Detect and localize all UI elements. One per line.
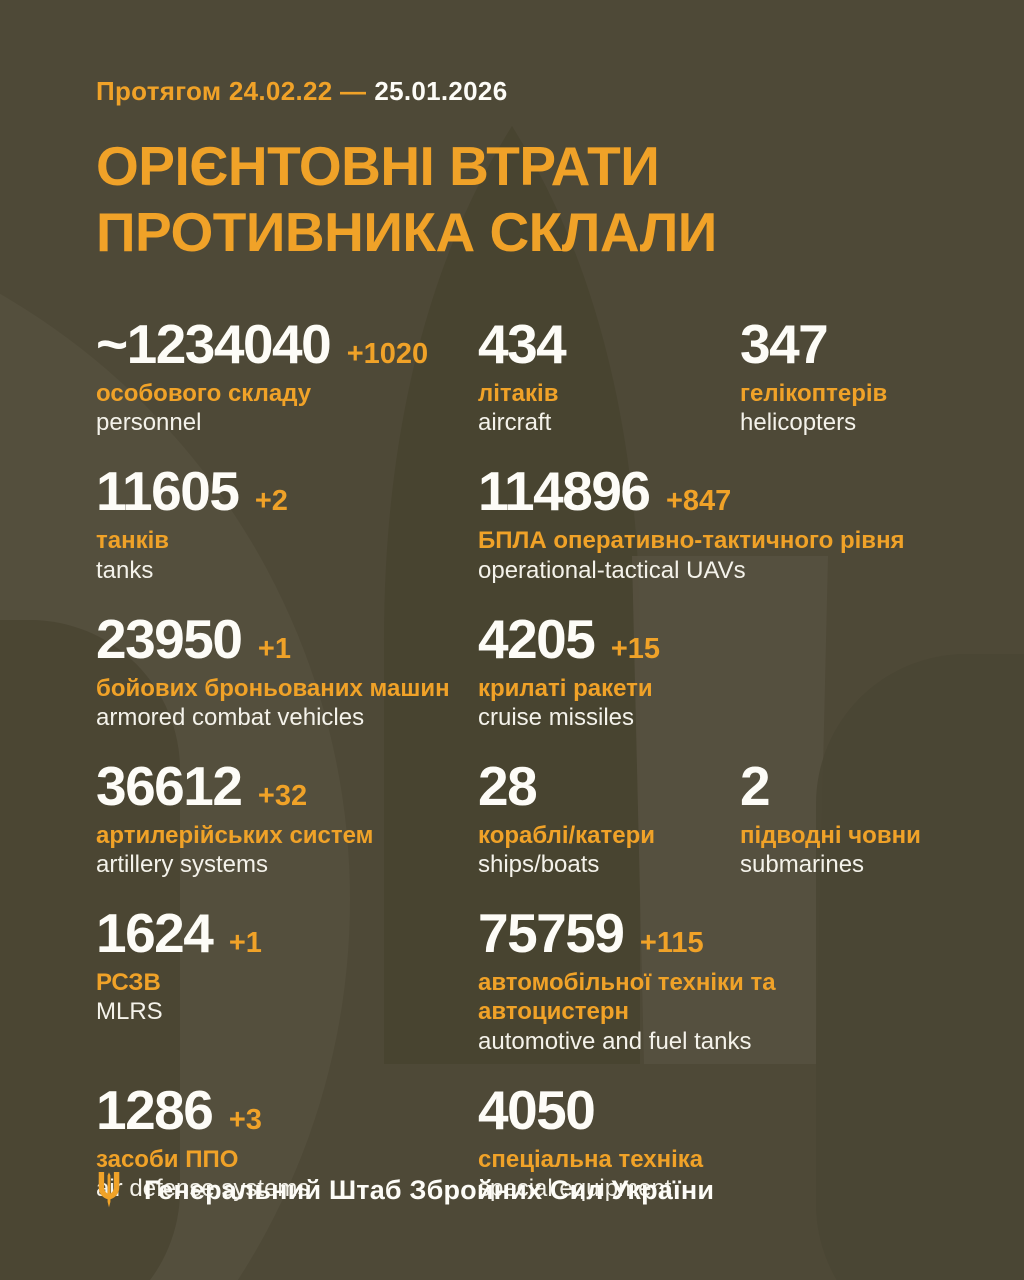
stat-label-uk: танків: [96, 527, 170, 555]
stats-grid: ~1234040 +1020 особового складу personne…: [96, 317, 928, 1204]
stat-uavs: 114896 +847 БПЛА оперативно-тактичного р…: [478, 464, 928, 585]
stat-delta: +32: [257, 779, 308, 812]
stat-value-line: 434: [478, 317, 740, 372]
infographic: Протягом 24.02.22 —25.01.2026 ОРІЄНТОВНІ…: [96, 76, 928, 1204]
stat-label-en: artillery systems: [96, 851, 269, 879]
stat-label-en: personnel: [96, 409, 202, 437]
stat-aircraft: 434 літаків aircraft: [478, 317, 740, 438]
stat-value-line: 347: [740, 317, 928, 372]
stat-label-en: helicopters: [740, 409, 857, 437]
period-line: Протягом 24.02.22 —25.01.2026: [96, 76, 928, 107]
stat-value-line: 1286 +3: [96, 1082, 478, 1138]
stat-delta: +1: [228, 927, 262, 960]
stat-label-uk: бойових броньованих машин: [96, 674, 450, 702]
stat-value-line: 23950 +1: [96, 611, 478, 667]
stat-label-uk: засоби ППО: [96, 1145, 239, 1173]
stat-value-line: 1624 +1: [96, 906, 478, 961]
stat-value: 114896: [478, 460, 651, 523]
stat-label-en: special equipment: [478, 1174, 672, 1202]
trident-icon: [96, 1172, 122, 1208]
stat-air-defense: 1286 +3 засоби ППО air defense systems: [96, 1082, 478, 1204]
stat-delta: +2: [254, 485, 288, 518]
stat-value-line: 36612 +32: [96, 758, 478, 814]
stat-label-uk: літаків: [478, 380, 559, 407]
stat-label-en: cruise missiles: [478, 703, 635, 731]
stat-value-line: ~1234040 +1020: [96, 317, 478, 372]
stat-value: 23950: [96, 607, 243, 670]
stat-value: 347: [740, 313, 829, 375]
stat-label-en: MLRS: [96, 998, 163, 1026]
stat-artillery-systems: 36612 +32 артилерійських систем artiller…: [96, 758, 478, 880]
stat-value: 36612: [96, 754, 243, 817]
stat-label-uk: БПЛА оперативно-тактичного рівня: [478, 527, 905, 555]
stat-mlrs: 1624 +1 РСЗВ MLRS: [96, 906, 478, 1057]
stat-value: 434: [478, 313, 567, 375]
stat-cruise-missiles: 4205 +15 крилаті ракети cruise missiles: [478, 611, 928, 733]
stat-ships-boats: 28 кораблі/катери ships/boats: [478, 758, 740, 880]
stat-value-line: 28: [478, 758, 740, 814]
stat-label-uk: особового складу: [96, 380, 312, 407]
stat-label-en: armored combat vehicles: [96, 703, 365, 731]
stat-value: 75759: [478, 902, 625, 965]
stat-label-en: aircraft: [478, 409, 552, 437]
stat-label-en: ships/boats: [478, 851, 600, 879]
stat-value-line: 4050: [478, 1082, 928, 1138]
stat-label-en: submarines: [740, 851, 865, 879]
stat-value: 2: [740, 754, 771, 817]
stat-label-en: automotive and fuel tanks: [478, 1027, 752, 1055]
report-date: 25.01.2026: [374, 76, 508, 106]
stat-automotive-fuel-tanks: 75759 +115 автомобільної техніки та авто…: [478, 906, 928, 1057]
stat-label-uk: гелікоптерів: [740, 380, 888, 407]
stat-label-uk: артилерійських систем: [96, 821, 374, 849]
title-line-2: ПРОТИВНИКА СКЛАЛИ: [96, 201, 717, 263]
stat-armored-combat-vehicles: 23950 +1 бойових броньованих машин armor…: [96, 611, 478, 733]
stat-personnel: ~1234040 +1020 особового складу personne…: [96, 317, 478, 438]
stat-label-en: air defense systems: [96, 1174, 310, 1202]
footer: Генеральний Штаб Збройних Сил України: [96, 1172, 714, 1208]
stat-value: ~1234040: [96, 313, 332, 375]
stat-tanks: 11605 +2 танків tanks: [96, 464, 478, 585]
stat-value-line: 2: [740, 758, 928, 814]
stat-value-line: 114896 +847: [478, 464, 928, 519]
stat-delta: +1: [257, 632, 291, 665]
stat-special-equipment: 4050 спеціальна техніка special equipmen…: [478, 1082, 928, 1204]
stat-label-en: operational-tactical UAVs: [478, 556, 746, 584]
stat-value: 4050: [478, 1078, 596, 1141]
stat-value: 1286: [96, 1078, 214, 1141]
stat-value: 11605: [96, 460, 240, 523]
title-line-1: ОРІЄНТОВНІ ВТРАТИ: [96, 135, 660, 197]
stat-label-uk: спеціальна техніка: [478, 1145, 704, 1173]
page-title: ОРІЄНТОВНІ ВТРАТИ ПРОТИВНИКА СКЛАЛИ: [96, 133, 928, 265]
stat-delta: +3: [228, 1103, 262, 1136]
stat-value: 28: [478, 754, 538, 817]
stat-label-uk: підводні човни: [740, 821, 921, 849]
stat-delta: +847: [665, 485, 732, 518]
stat-label-uk: РСЗВ: [96, 969, 161, 997]
footer-text: Генеральний Штаб Збройних Сил України: [144, 1174, 715, 1205]
stat-delta: +115: [639, 927, 704, 960]
stat-label-en: tanks: [96, 556, 154, 584]
stat-value-line: 75759 +115: [478, 906, 928, 961]
stat-helicopters: 347 гелікоптерів helicopters: [740, 317, 928, 438]
stat-value-line: 11605 +2: [96, 464, 478, 519]
stat-label-uk: автомобільної техніки та автоцистерн: [478, 969, 776, 1026]
stat-delta: +15: [610, 632, 661, 665]
stat-value: 1624: [96, 902, 214, 965]
stat-delta: +1020: [346, 338, 429, 370]
stat-value-line: 4205 +15: [478, 611, 928, 667]
stat-value: 4205: [478, 607, 596, 670]
period-label: Протягом 24.02.22 —: [96, 76, 367, 106]
stat-label-uk: крилаті ракети: [478, 674, 653, 702]
stat-label-uk: кораблі/катери: [478, 821, 656, 849]
stat-submarines: 2 підводні човни submarines: [740, 758, 928, 880]
